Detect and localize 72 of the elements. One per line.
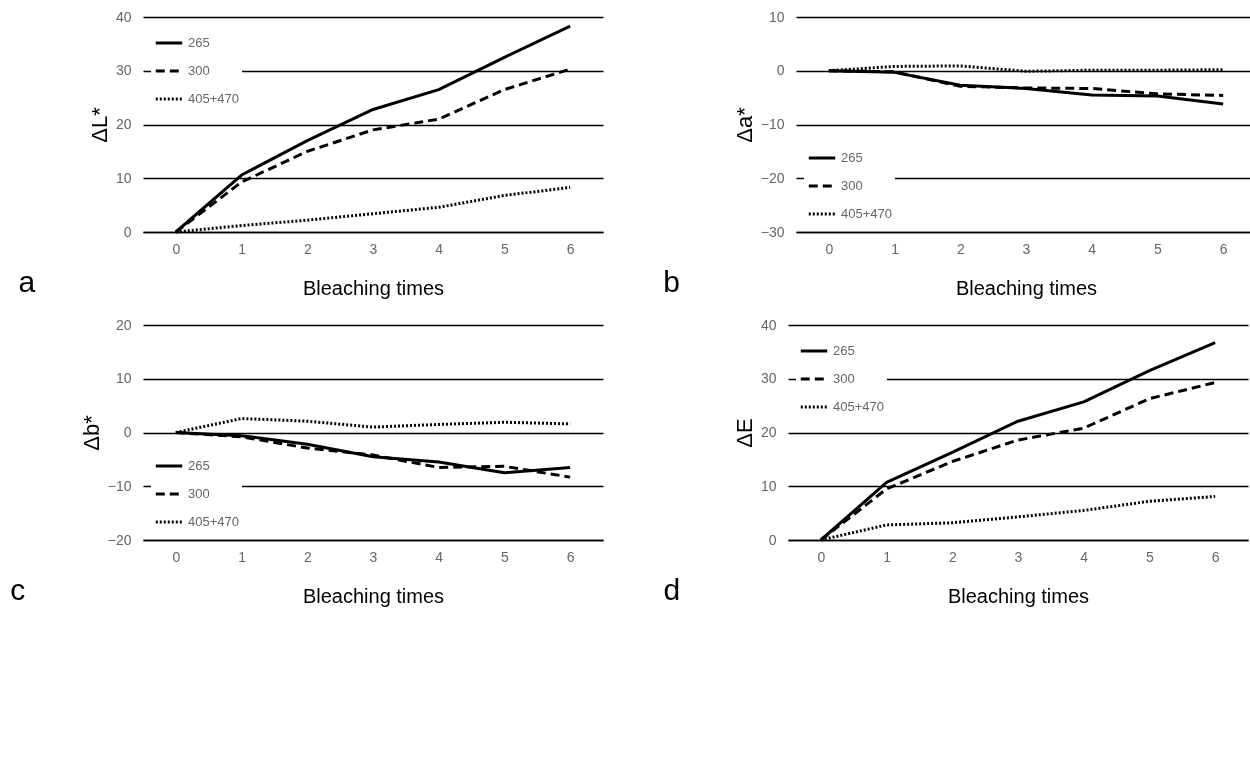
x-tick-label: 6	[1211, 548, 1220, 565]
text: a	[18, 265, 36, 298]
text: d	[663, 573, 681, 606]
legend-label: 405+470	[188, 514, 239, 529]
x-tick-label: 2	[303, 240, 312, 257]
y-axis-title: ΔL*	[86, 106, 112, 143]
x-tick-label: 4	[1080, 548, 1089, 565]
y-tick-label: −10	[107, 477, 132, 494]
y-axis-title: Δa*	[731, 106, 757, 143]
x-tick-label: 0	[825, 240, 834, 257]
x-tick-label: 3	[1014, 548, 1023, 565]
legend-label: 405+470	[841, 206, 892, 221]
x-tick-label: 3	[369, 240, 378, 257]
y-tick-label: 10	[115, 370, 132, 387]
legend-label: 265	[188, 458, 210, 473]
y-tick-label: 10	[768, 8, 785, 25]
x-tick-label: 5	[1146, 548, 1155, 565]
legend-label: 300	[833, 371, 855, 386]
x-axis-title: Bleaching times	[302, 276, 445, 299]
y-tick-label: 40	[760, 316, 777, 333]
legend-label: 300	[841, 178, 863, 193]
y-tick-label: 10	[115, 169, 132, 186]
x-tick-label: 0	[817, 548, 826, 565]
y-tick-label: 0	[776, 62, 785, 79]
y-tick-label: 10	[760, 477, 777, 494]
x-tick-label: 2	[303, 548, 312, 565]
y-tick-label: −20	[760, 169, 785, 186]
x-tick-label: 5	[501, 548, 510, 565]
x-tick-label: 2	[948, 548, 957, 565]
x-axis-title: Bleaching times	[302, 584, 445, 607]
x-tick-label: 6	[566, 548, 575, 565]
x-tick-label: 5	[1154, 240, 1163, 257]
x-tick-label: 2	[956, 240, 965, 257]
y-tick-label: 30	[760, 370, 777, 387]
legend-label: 300	[188, 486, 210, 501]
x-tick-label: 5	[501, 240, 510, 257]
x-tick-label: 1	[883, 548, 892, 565]
x-tick-label: 4	[1088, 240, 1097, 257]
y-tick-label: 0	[768, 531, 777, 548]
x-tick-label: 6	[566, 240, 575, 257]
x-axis-title: Bleaching times	[955, 276, 1098, 299]
legend-label: 300	[188, 63, 210, 78]
legend-label: 265	[841, 150, 863, 165]
y-tick-label: −30	[760, 223, 785, 240]
y-axis-title: Δb*	[78, 414, 104, 451]
y-tick-label: 0	[123, 424, 132, 440]
x-tick-label: 0	[172, 240, 181, 257]
legend-label: 265	[188, 35, 210, 50]
x-tick-label: 1	[891, 240, 900, 257]
legend-label: 405+470	[188, 91, 239, 106]
x-tick-label: 4	[435, 240, 444, 257]
x-tick-label: 4	[435, 548, 444, 565]
legend-label: 265	[833, 343, 855, 358]
text: c	[10, 573, 26, 606]
y-tick-label: 20	[115, 116, 132, 132]
x-tick-label: 6	[1219, 240, 1228, 257]
x-tick-label: 1	[238, 548, 247, 565]
y-tick-label: −10	[760, 116, 785, 132]
y-tick-label: 20	[760, 424, 777, 440]
x-tick-label: 1	[238, 240, 247, 257]
legend-label: 405+470	[833, 399, 884, 414]
y-tick-label: 40	[115, 8, 132, 25]
y-tick-label: 30	[115, 62, 132, 79]
x-tick-label: 0	[172, 548, 181, 565]
x-tick-label: 3	[1022, 240, 1031, 257]
y-tick-label: −20	[107, 531, 132, 548]
x-tick-label: 3	[369, 548, 378, 565]
y-tick-label: 0	[123, 223, 132, 240]
y-axis-title: ΔE	[731, 418, 757, 448]
x-axis-title: Bleaching times	[947, 584, 1090, 607]
text: b	[663, 265, 680, 298]
y-tick-label: 20	[115, 316, 132, 333]
